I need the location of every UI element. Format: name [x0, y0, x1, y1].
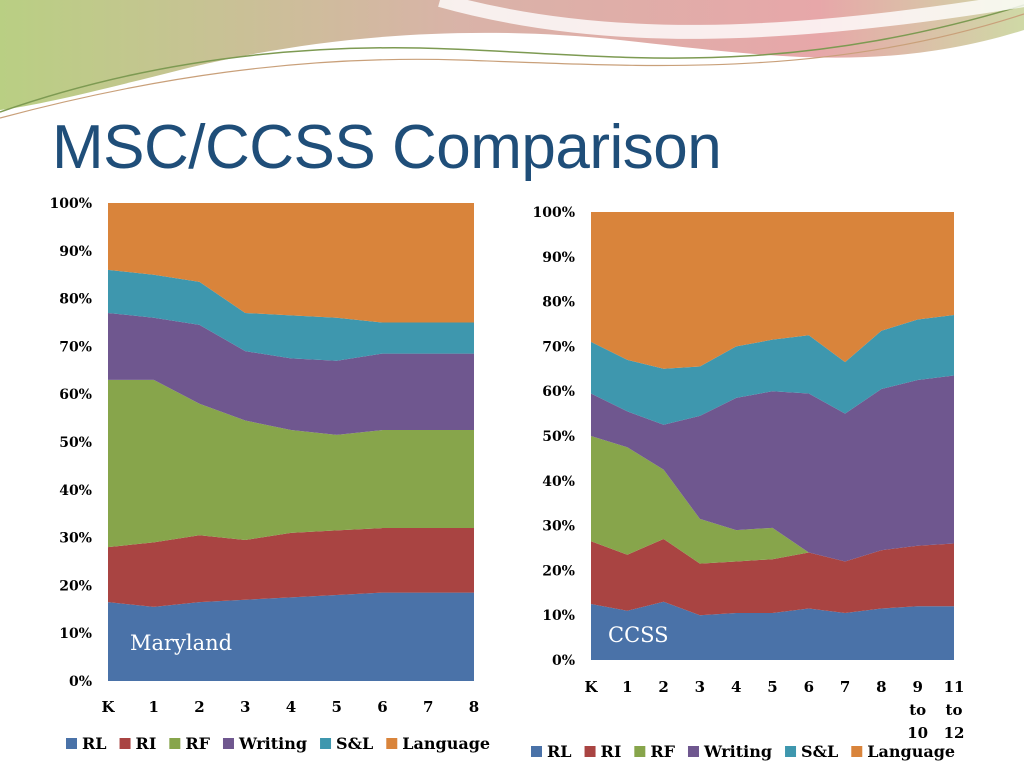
y-tick-label: 80% — [59, 292, 92, 308]
legend-swatch-sandl — [785, 746, 797, 757]
legend-label-language: Language — [402, 734, 490, 753]
y-tick-label: 90% — [59, 244, 92, 260]
plot-area — [591, 212, 954, 660]
area-rl — [108, 592, 474, 681]
panel-label: CCSS — [608, 623, 669, 647]
panel-label: Maryland — [130, 631, 232, 655]
area-rf — [591, 436, 954, 564]
area-language — [108, 203, 474, 323]
y-tick-label: 100% — [49, 196, 92, 212]
y-tick-label: 20% — [59, 578, 92, 594]
y-tick-label: 90% — [542, 250, 575, 266]
legend-label-writing: Writing — [238, 734, 307, 753]
y-tick-label: 80% — [542, 295, 575, 311]
x-tick-label: 11 to 12 — [944, 678, 965, 742]
area-writing — [591, 375, 954, 562]
y-tick-label: 60% — [542, 384, 575, 400]
y-tick-label: 30% — [542, 519, 575, 535]
y-tick-label: 20% — [542, 563, 575, 579]
legend-swatch-ri — [584, 746, 596, 757]
area-ri — [108, 528, 474, 607]
x-tick-label: 1 — [149, 698, 159, 716]
x-tick-label: 8 — [469, 698, 479, 716]
y-tick-label: 60% — [59, 387, 92, 403]
legend-swatch-rl — [531, 746, 542, 757]
y-tick-label: 0% — [69, 674, 92, 690]
x-tick-label: 9 to 10 — [907, 678, 928, 742]
area-writing — [108, 312, 474, 435]
x-tick-label: 4 — [286, 698, 296, 716]
legend-label-rl: RL — [547, 742, 572, 761]
legend: RL RI RF Writing S&L Language — [66, 734, 490, 753]
legend-label-rf: RF — [650, 742, 675, 761]
x-tick-label: 4 — [731, 678, 741, 696]
x-tick-label: 3 — [240, 698, 250, 716]
x-tick-label: 7 — [423, 698, 433, 716]
x-tick-label: 2 — [658, 678, 668, 696]
area-language — [591, 212, 954, 369]
x-tick-label: 6 — [804, 678, 814, 696]
legend-swatch-rf — [634, 746, 646, 757]
legend-label-ri: RI — [136, 734, 157, 753]
y-tick-label: 0% — [552, 653, 575, 669]
legend-label-rl: RL — [82, 734, 107, 753]
legend-label-writing: Writing — [703, 742, 772, 761]
legend-swatch-writing — [222, 738, 234, 749]
legend-swatch-sandl — [320, 738, 332, 749]
legend-label-language: Language — [867, 742, 955, 761]
x-tick-label: 2 — [194, 698, 204, 716]
y-tick-label: 10% — [542, 608, 575, 624]
x-tick-label: 6 — [377, 698, 387, 716]
decorative-banner — [0, 0, 1024, 119]
y-tick-label: 50% — [542, 429, 575, 445]
plot-area — [108, 203, 474, 681]
x-tick-label: 5 — [767, 678, 777, 696]
y-tick-label: 30% — [59, 531, 92, 547]
legend-label-rf: RF — [185, 734, 210, 753]
area-sandl — [108, 269, 474, 361]
y-tick-label: 50% — [59, 435, 92, 451]
legend-swatch-ri — [119, 738, 131, 749]
legend-swatch-language — [851, 746, 863, 757]
x-tick-label: 3 — [695, 678, 705, 696]
area-rl — [591, 601, 954, 660]
x-tick-label: K — [101, 698, 115, 716]
legend: RL RI RF Writing S&L Language — [531, 742, 955, 761]
y-tick-label: 40% — [59, 483, 92, 499]
area-rf — [108, 379, 474, 548]
y-tick-label: 100% — [532, 205, 575, 221]
legend-swatch-writing — [687, 746, 699, 757]
legend-label-ri: RI — [601, 742, 622, 761]
legend-swatch-rf — [169, 738, 181, 749]
y-tick-label: 70% — [542, 339, 575, 355]
legend-label-sandl: S&L — [801, 742, 838, 761]
y-tick-label: 10% — [59, 626, 92, 642]
x-tick-label: 8 — [876, 678, 886, 696]
y-tick-label: 40% — [542, 474, 575, 490]
y-tick-label: 70% — [59, 339, 92, 355]
legend-label-sandl: S&L — [336, 734, 373, 753]
x-tick-label: K — [584, 678, 598, 696]
slide-title: MSC/CCSS Comparison — [52, 113, 722, 182]
x-tick-label: 5 — [332, 698, 342, 716]
x-tick-label: 1 — [622, 678, 632, 696]
area-ri — [591, 539, 954, 616]
x-tick-label: 7 — [840, 678, 850, 696]
legend-swatch-rl — [66, 738, 77, 749]
legend-swatch-language — [386, 738, 398, 749]
area-sandl — [591, 315, 954, 425]
